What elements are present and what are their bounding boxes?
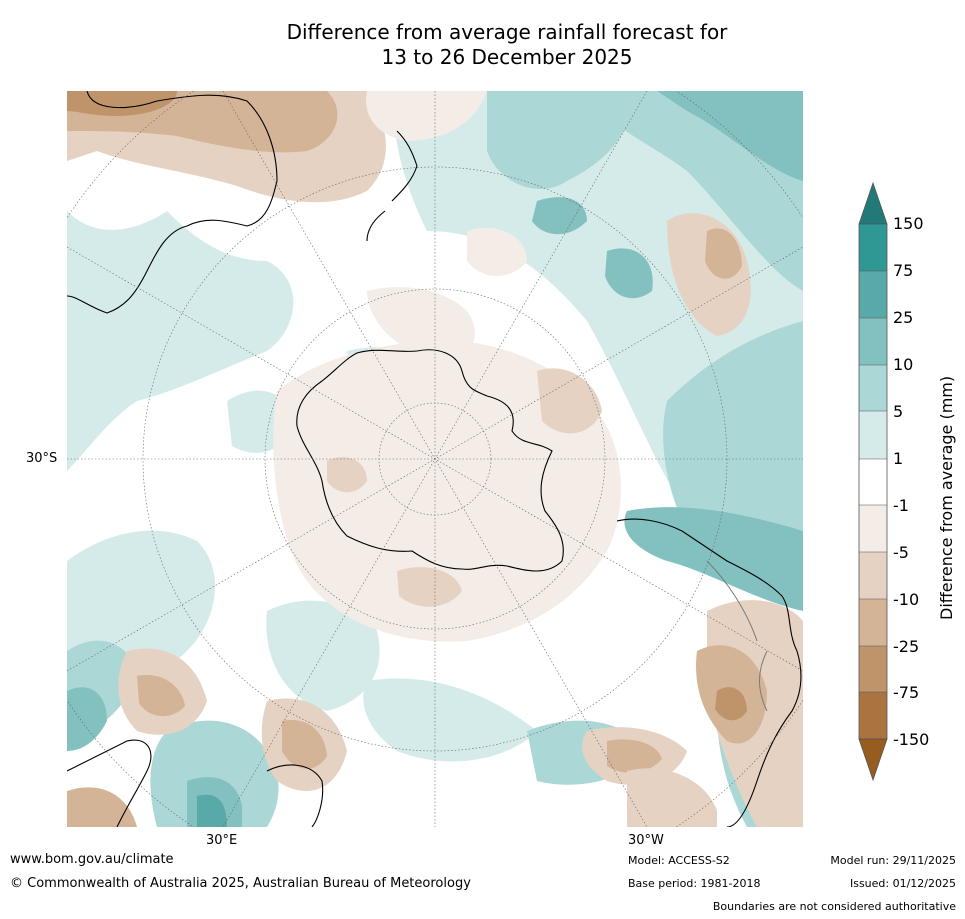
colorbar-wet-25 bbox=[859, 318, 887, 365]
issued-text: Issued: 01/12/2025 bbox=[849, 877, 956, 890]
colorbar-dry-25 bbox=[859, 646, 887, 692]
colorbar-tick: 5 bbox=[893, 402, 904, 421]
south-america-borders bbox=[706, 560, 768, 712]
south-america-coastline bbox=[616, 518, 802, 827]
title-line-2: 13 to 26 December 2025 bbox=[381, 45, 633, 69]
graticule bbox=[67, 91, 803, 827]
rainfall-anomaly-map bbox=[67, 91, 803, 827]
colorbar-tick: 75 bbox=[893, 261, 914, 280]
map-title: Difference from average rainfall forecas… bbox=[67, 20, 947, 70]
colorbar-tick: 150 bbox=[893, 214, 924, 233]
colorbar-title: Difference from average (mm) bbox=[937, 375, 956, 620]
colorbar-wet-5 bbox=[859, 411, 887, 459]
madagascar-coastline bbox=[266, 764, 324, 827]
latitude-label-30s: 30°S bbox=[26, 451, 58, 466]
colorbar-neutral bbox=[859, 459, 887, 505]
longitude-label-30e: 30°E bbox=[206, 833, 238, 848]
colorbar-dry-extreme bbox=[858, 738, 888, 782]
new-zealand-coastline bbox=[366, 130, 418, 242]
antarctica-coastline bbox=[296, 349, 564, 572]
africa-coastline bbox=[67, 739, 152, 827]
colorbar-wet-75 bbox=[859, 271, 887, 318]
colorbar bbox=[858, 181, 888, 782]
colorbar-wet-extreme bbox=[858, 181, 888, 225]
colorbar-dry-1 bbox=[859, 505, 887, 552]
colorbar-tick: -75 bbox=[893, 683, 920, 702]
bom-url-link[interactable]: www.bom.gov.au/climate bbox=[10, 852, 174, 867]
colorbar-tick: 25 bbox=[893, 308, 914, 327]
colorbar-tick: -5 bbox=[893, 543, 909, 562]
colorbar-tick: 10 bbox=[893, 355, 914, 374]
colorbar-dry-10 bbox=[859, 599, 887, 646]
colorbar-wet-10 bbox=[859, 365, 887, 411]
colorbar-tick: 1 bbox=[893, 449, 904, 468]
colorbar-tick: -10 bbox=[893, 590, 920, 609]
colorbar-dry-75 bbox=[859, 692, 887, 739]
longitude-label-30w: 30°W bbox=[628, 833, 664, 848]
colorbar-tick: -150 bbox=[893, 730, 930, 749]
model-run-text: Model run: 29/11/2025 bbox=[830, 854, 956, 867]
model-text: Model: ACCESS-S2 bbox=[628, 854, 730, 867]
colorbar-dry-5 bbox=[859, 552, 887, 599]
dry-anomaly-regions bbox=[67, 91, 803, 827]
colorbar-wet-150 bbox=[859, 224, 887, 271]
base-period-text: Base period: 1981-2018 bbox=[628, 877, 761, 890]
colorbar-tick: -1 bbox=[893, 496, 909, 515]
disclaimer-text: Boundaries are not considered authoritat… bbox=[712, 900, 956, 913]
title-line-1: Difference from average rainfall forecas… bbox=[286, 20, 728, 44]
colorbar-tick: -25 bbox=[893, 637, 920, 656]
australia-coastline bbox=[67, 91, 278, 314]
copyright-text: © Commonwealth of Australia 2025, Austra… bbox=[10, 876, 471, 891]
